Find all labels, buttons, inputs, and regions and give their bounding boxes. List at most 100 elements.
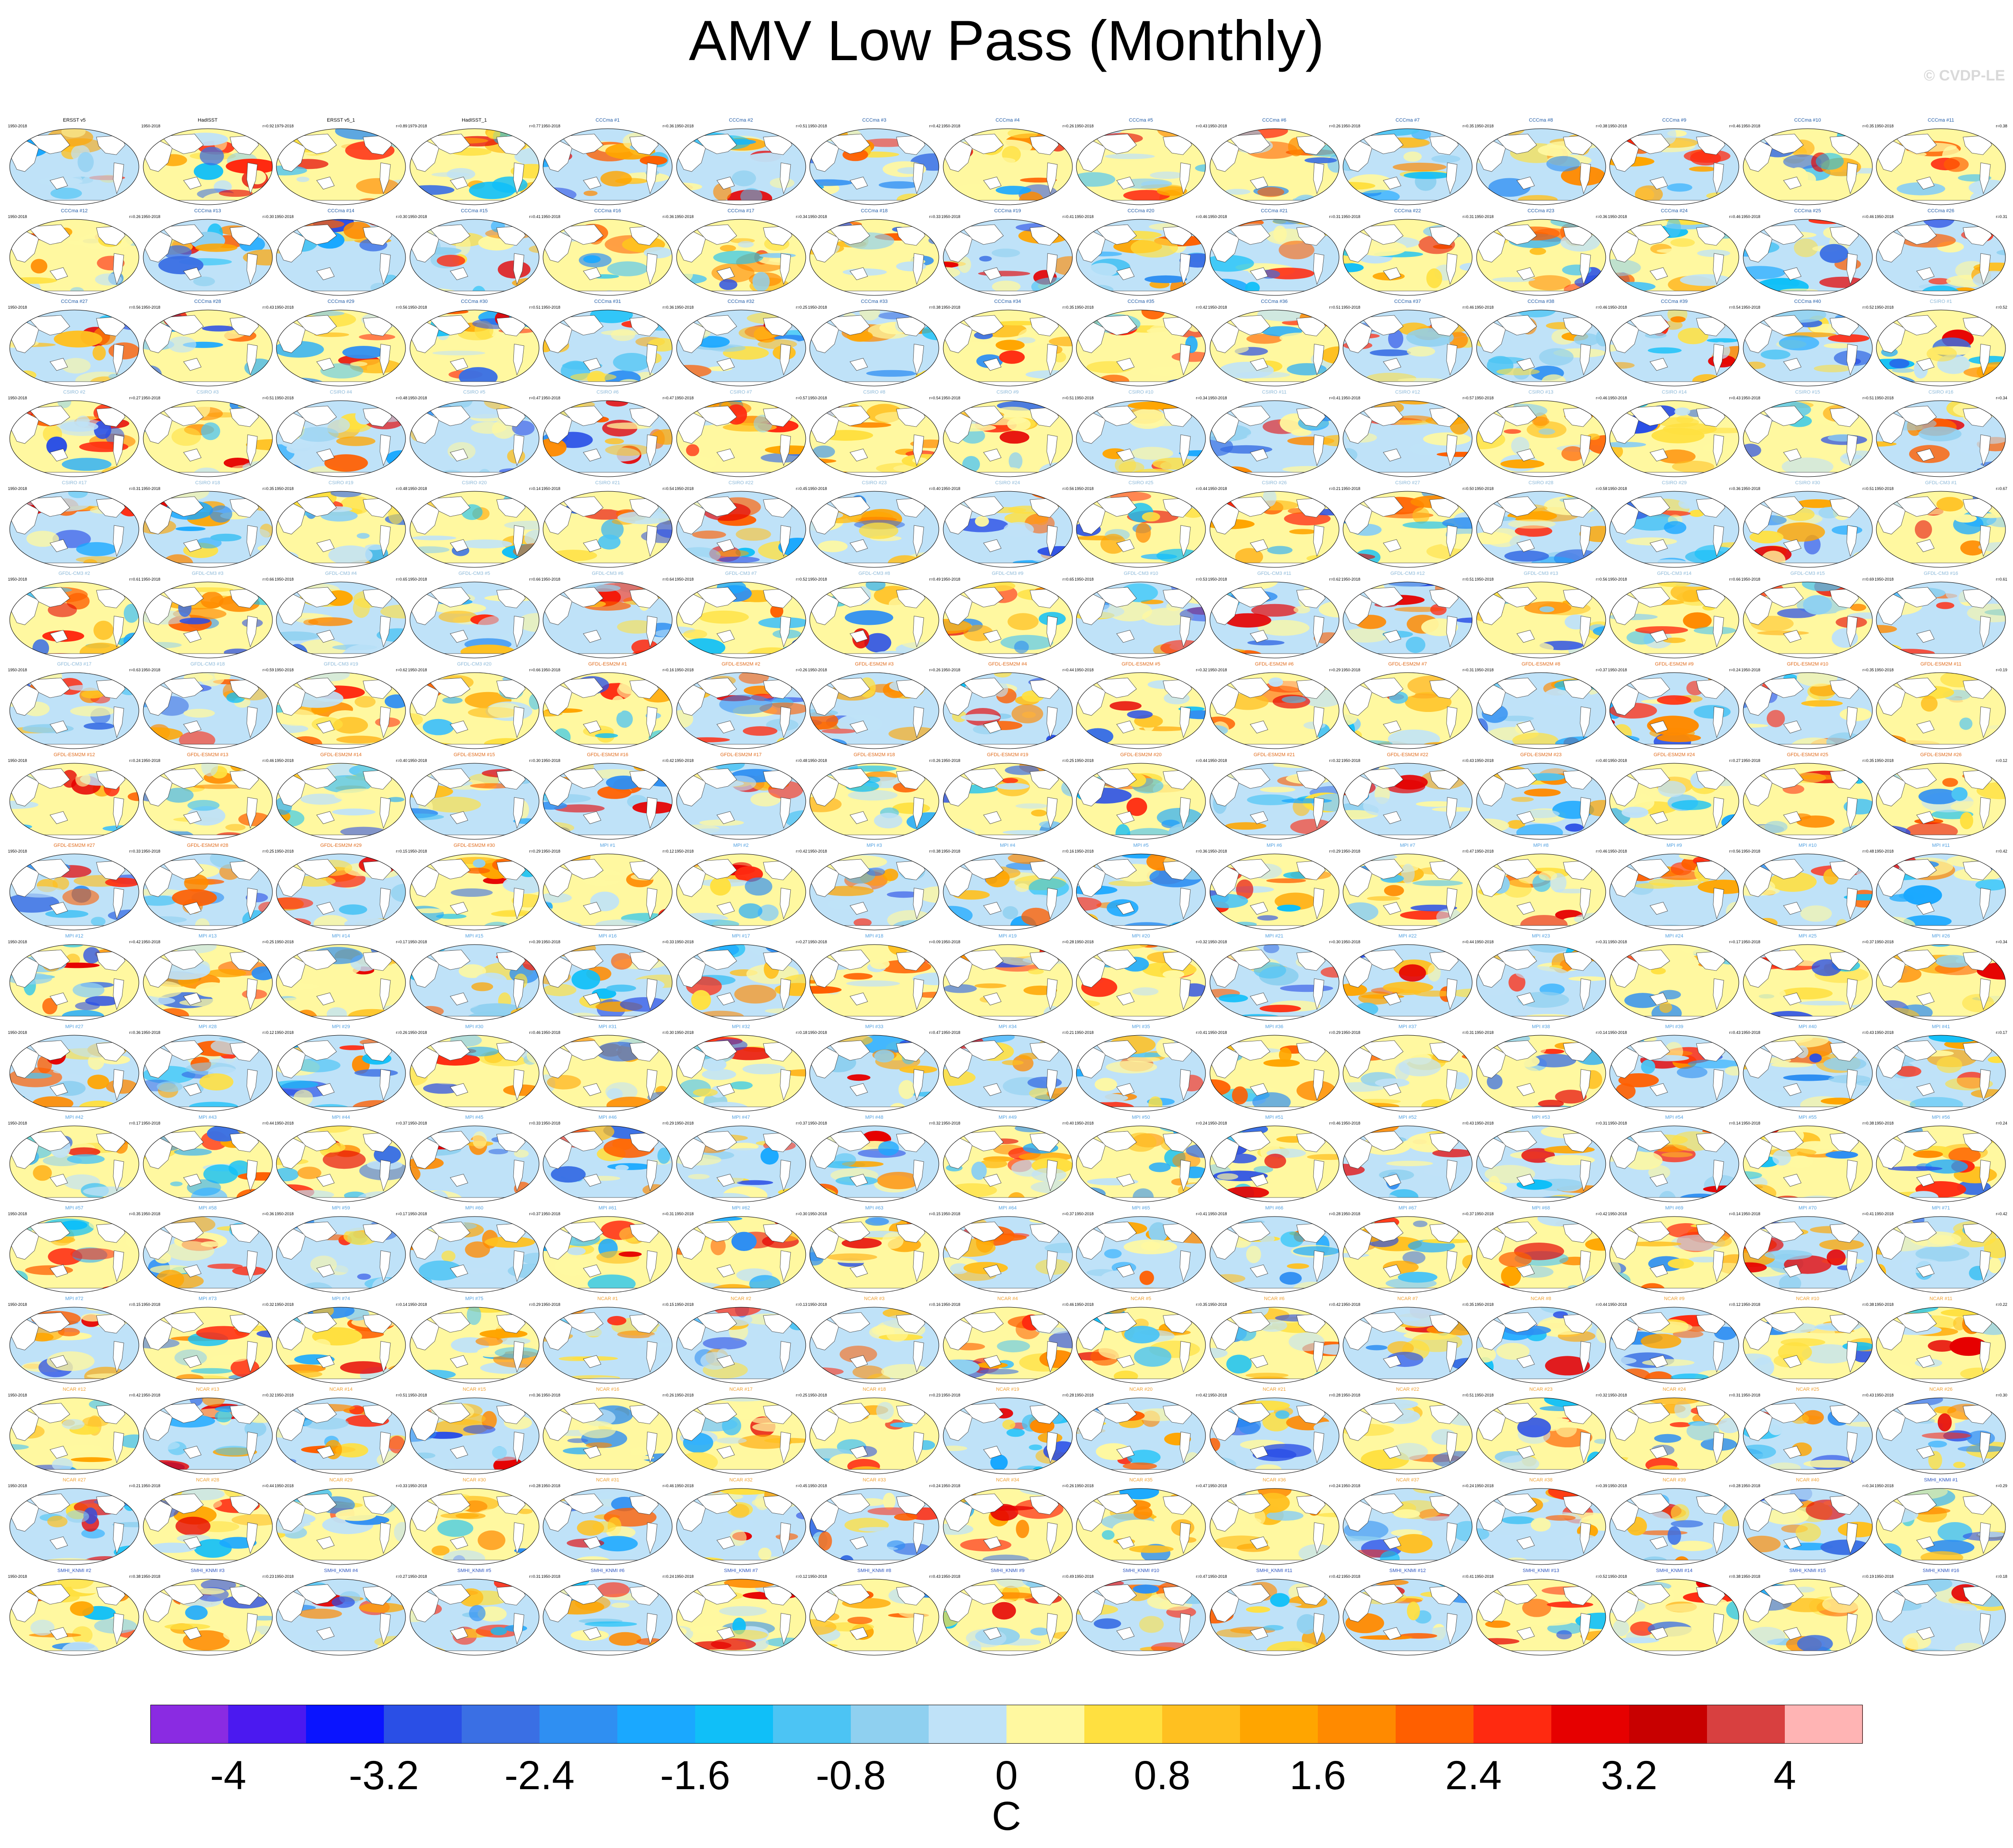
map-panel: GFDL-ESM2M #20 1950-2018 r=0.44: [1075, 752, 1207, 841]
panel-correlation: r=0.77: [529, 124, 541, 128]
panel-years: 1950-2018: [275, 214, 294, 219]
panel-title: MPI #11: [1932, 843, 1950, 848]
anomaly-field: [1323, 314, 1338, 324]
anomaly-field: [605, 438, 624, 444]
anomaly-field: [683, 629, 707, 639]
map-panel: MPI #12 1950-2018 r=0.42: [8, 934, 141, 1022]
map-panel: CSIRO #3 1950-2018 r=0.51: [142, 390, 274, 478]
anomaly-field: [1403, 151, 1422, 162]
panel-title: GFDL-CM3 #19: [324, 662, 358, 667]
anomaly-field: [95, 853, 134, 857]
continent-outline: [1609, 562, 1739, 568]
anomaly-field: [156, 1008, 189, 1021]
continent-outline: [123, 132, 138, 143]
anomaly-field: [605, 444, 651, 456]
map-panel: GFDL-ESM2M #7 1950-2018 r=0.31: [1341, 662, 1474, 750]
map-panel: GFDL-CM3 #19 1950-2018 r=0.62: [275, 662, 407, 750]
sst-map: [409, 853, 540, 930]
sst-map: [1609, 582, 1739, 658]
anomaly-field: [1695, 997, 1712, 1009]
anomaly-field: [611, 696, 625, 713]
continent-outline: [1627, 134, 1670, 154]
continent-outline: [27, 224, 70, 245]
sst-map: [142, 1035, 273, 1112]
panel-title: CCCma #23: [1527, 208, 1554, 214]
continent-outline: [123, 676, 138, 687]
anomaly-field: [1819, 276, 1866, 288]
anomaly-field: [1479, 918, 1509, 927]
continent-outline: [294, 224, 337, 245]
anomaly-field: [1383, 981, 1434, 993]
anomaly-field: [1015, 803, 1048, 809]
continent-outline: [923, 585, 938, 596]
anomaly-field: [598, 534, 621, 550]
continent-outline: [276, 744, 406, 749]
continent-outline: [1094, 134, 1137, 154]
continent-outline: [923, 223, 938, 233]
anomaly-field: [336, 735, 382, 744]
panel-title: CCCma #29: [327, 299, 355, 304]
anomaly-field: [848, 790, 898, 801]
anomaly-field: [757, 339, 797, 349]
continent-outline: [1190, 404, 1204, 415]
anomaly-field: [279, 202, 314, 205]
anomaly-field: [752, 272, 770, 292]
map-panel: GFDL-ESM2M #9 1950-2018 r=0.24: [1608, 662, 1741, 750]
map-panel: GFDL-ESM2M #28 1950-2018 r=0.25: [142, 843, 274, 931]
panel-title: CSIRO #15: [1795, 390, 1820, 395]
anomaly-field: [1508, 641, 1554, 655]
anomaly-field: [611, 953, 632, 970]
anomaly-field: [409, 185, 454, 195]
anomaly-field: [735, 528, 771, 541]
map-panel: GFDL-CM3 #9 1950-2018 r=0.65: [941, 571, 1074, 659]
map-panel: GFDL-ESM2M #25 1950-2018 r=0.35: [1741, 752, 1874, 841]
panel-title: CSIRO #23: [861, 480, 887, 486]
map-panel: CSIRO #5 1950-2018 r=0.47: [408, 390, 541, 478]
continent-outline: [646, 162, 658, 195]
panel-title: MPI #6: [1267, 843, 1282, 848]
panel-title: MPI #7: [1400, 843, 1416, 848]
map-panel: MPI #7 1950-2018 r=0.47: [1341, 843, 1474, 931]
panel-title: CSIRO #14: [1661, 390, 1687, 395]
continent-outline: [523, 223, 537, 233]
sst-map: [809, 310, 939, 386]
continent-outline: [1649, 176, 1668, 190]
anomaly-field: [1697, 249, 1730, 257]
map-panel: GFDL-CM3 #5 1950-2018 r=0.66: [408, 571, 541, 659]
sst-map: [543, 672, 673, 749]
anomaly-field: [1555, 736, 1606, 749]
continent-outline: [676, 744, 806, 749]
anomaly-field: [1405, 636, 1426, 653]
continent-outline: [809, 200, 939, 205]
anomaly-field: [684, 737, 730, 742]
map-panel: GFDL-ESM2M #16 1950-2018 r=0.42: [541, 752, 674, 841]
anomaly-field: [1609, 362, 1635, 369]
continent-outline: [1190, 676, 1204, 687]
continent-outline: [1209, 291, 1339, 296]
sst-map: [1609, 400, 1739, 477]
anomaly-field: [53, 1069, 69, 1074]
sst-map: [409, 1035, 540, 1112]
continent-outline: [143, 653, 272, 658]
anomaly-field: [1760, 349, 1791, 360]
continent-outline: [676, 1016, 806, 1021]
continent-outline: [256, 948, 271, 959]
anomaly-field: [1979, 646, 2005, 656]
continent-outline: [1723, 314, 1737, 324]
panel-correlation: r=0.36: [662, 124, 674, 128]
anomaly-field: [734, 985, 777, 1004]
map-border: [1343, 128, 1473, 205]
anomaly-field: [332, 808, 376, 815]
anomaly-field: [242, 910, 269, 930]
anomaly-field: [458, 605, 471, 610]
anomaly-field: [1951, 787, 1968, 801]
anomaly-field: [201, 422, 220, 440]
sst-map: [9, 1035, 139, 1112]
anomaly-field: [1319, 223, 1333, 230]
sst-map: [9, 763, 139, 840]
anomaly-field: [1826, 732, 1864, 749]
map-panel: GFDL-CM3 #11 1950-2018 r=0.62: [1208, 571, 1341, 659]
anomaly-field: [1667, 183, 1692, 192]
continent-outline: [409, 1106, 539, 1112]
continent-outline: [294, 134, 337, 154]
